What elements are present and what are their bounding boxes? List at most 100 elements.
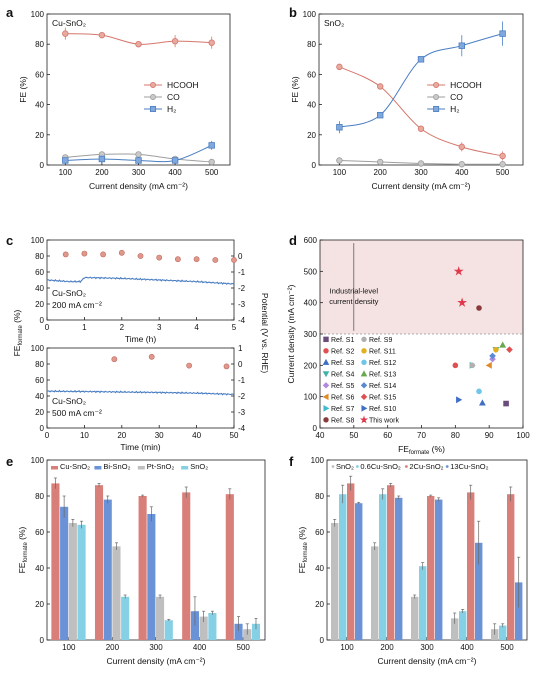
x-axis-label: Current density (mA cm⁻²) <box>372 181 471 191</box>
x-tick-label: 400 <box>455 168 469 177</box>
legend-marker <box>360 382 368 389</box>
inset-label: Cu-SnO₂ <box>52 18 86 28</box>
data-point <box>458 143 465 151</box>
x-tick-label: 300 <box>420 643 434 652</box>
legend-label: Pt-SnO₂ <box>147 462 175 471</box>
y-tick-label: 80 <box>35 360 44 369</box>
y2-tick-label: -1 <box>238 268 246 277</box>
point-refs13 <box>499 341 507 348</box>
xlabel-main: FE <box>398 444 409 454</box>
legend-swatch <box>137 466 145 470</box>
legend-label: Ref. S1 <box>331 337 354 344</box>
bar-SnO₂ <box>411 596 419 640</box>
bar-Bi-SnO₂ <box>234 623 243 640</box>
legend-label: Ref. S9 <box>369 337 392 344</box>
point-refs3 <box>478 399 486 406</box>
ylabel-unit: (%) <box>12 309 22 325</box>
y2-tick-label: 1 <box>238 344 243 353</box>
y-axis-label-left: FEformate (%) <box>12 309 24 356</box>
bar-SnO₂ <box>451 618 459 640</box>
y-axis-label: FE (%) <box>18 76 28 103</box>
legend-marker <box>323 348 329 354</box>
legend-marker <box>361 336 367 343</box>
y-axis-label: Current density (mA cm⁻²) <box>286 284 296 383</box>
point-refs14 <box>489 352 496 360</box>
ylabel-sub: formate <box>18 325 24 346</box>
data-point <box>135 151 142 158</box>
x-tick-label: 50 <box>349 431 358 440</box>
legend-label: 2Cu-SnO₂ <box>409 462 443 471</box>
region-label: Industrial-level <box>330 286 379 295</box>
bar-2Cu-SnO₂ <box>427 496 435 640</box>
fe-point <box>148 353 155 360</box>
bar-SnO₂ <box>164 620 173 640</box>
legend-label: CO <box>450 92 463 102</box>
panel-letter-d: d <box>289 233 297 248</box>
panel-a: 100 200 300 400 500 0 20 40 60 80 100 Current densi… <box>18 10 231 191</box>
fe-point <box>100 251 106 258</box>
inset-label: Cu-SnO₂ <box>52 288 86 298</box>
x-tick-label: 0 <box>45 323 50 332</box>
xlabel-unit: (%) <box>429 444 445 454</box>
panel-f: 0 20 40 60 80 100 100 200 300 400 500 Current densi… <box>297 456 528 666</box>
y-tick-label: 80 <box>35 492 44 501</box>
x-tick-label: 20 <box>117 431 126 440</box>
ylabel-sub: formate <box>23 542 29 563</box>
x-tick-label: 2 <box>120 323 125 332</box>
point-thiswork <box>453 266 464 276</box>
bar-SnO₂ <box>208 613 217 640</box>
legend-label: Ref. S15 <box>369 394 396 401</box>
x-tick-label: 100 <box>59 168 73 177</box>
panel-letter-a: a <box>6 5 14 20</box>
bar-0.6Cu-SnO₂ <box>419 566 427 640</box>
panel-e: 0 20 40 60 80 100 100 200 300 400 500 Current densi… <box>17 456 266 666</box>
data-point <box>135 41 142 48</box>
x-axis-label: Current density (mA cm⁻²) <box>378 656 477 666</box>
panel-letter-f: f <box>289 454 294 469</box>
point-refs11 <box>493 346 499 353</box>
legend-label: Ref. S14 <box>369 383 396 390</box>
y-tick-label: 600 <box>304 236 318 245</box>
point-refs9 <box>469 362 476 369</box>
y-tick-label: 40 <box>307 101 316 110</box>
series-H₂ <box>336 21 506 134</box>
y-tick-label: 0 <box>312 161 317 170</box>
legend-label: H₂ <box>450 104 459 114</box>
x-tick-label: 100 <box>62 643 76 652</box>
plot-frame <box>46 347 235 429</box>
x-tick-label: 500 <box>205 168 219 177</box>
bar-2Cu-SnO₂ <box>467 492 475 640</box>
bar-13Cu-SnO₂ <box>515 582 523 640</box>
y-tick-label: 100 <box>31 236 45 245</box>
x-tick-label: 40 <box>192 431 201 440</box>
y-tick-label: 0 <box>40 636 45 645</box>
fe-point <box>212 257 219 263</box>
x-tick-label: 100 <box>340 643 354 652</box>
legend-marker <box>323 405 330 412</box>
bar-Bi-SnO₂ <box>60 506 69 640</box>
y-tick-label: 0 <box>40 161 45 170</box>
x-tick-label: 60 <box>383 431 392 440</box>
data-point <box>62 157 69 164</box>
y-tick-label: 0 <box>40 424 45 433</box>
legend-marker <box>360 393 368 401</box>
data-point <box>336 63 343 71</box>
legend-label: Cu-SnO₂ <box>60 462 90 471</box>
bar-13Cu-SnO₂ <box>355 503 363 640</box>
x-tick-label: 4 <box>194 323 199 332</box>
y-tick-label: 80 <box>307 40 316 49</box>
y-tick-label: 60 <box>35 70 44 79</box>
bar-SnO₂ <box>121 596 130 640</box>
x-tick-label: 40 <box>316 431 325 440</box>
inset-label: 500 mA cm⁻² <box>52 408 102 418</box>
region-label: current density <box>329 297 378 306</box>
x-tick-label: 200 <box>95 168 109 177</box>
legend-label: CO <box>167 92 180 102</box>
y-tick-label: 40 <box>35 284 44 293</box>
y-tick-label: 20 <box>35 600 44 609</box>
panel-letter-e: e <box>6 454 13 469</box>
legend-label: SnO₂ <box>336 462 354 471</box>
y-axis-label-right: Potential (V vs. RHE) <box>260 293 270 373</box>
data-point <box>499 161 506 168</box>
